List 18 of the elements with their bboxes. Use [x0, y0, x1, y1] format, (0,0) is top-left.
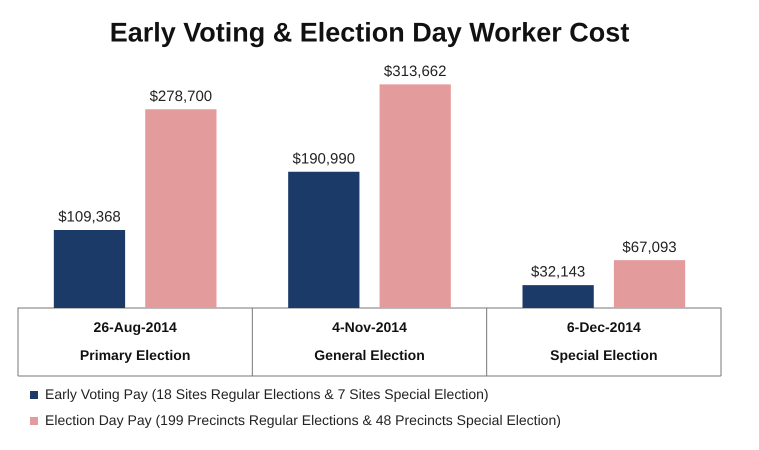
data-label: $109,368 — [58, 208, 121, 226]
bar — [614, 260, 686, 308]
bar — [54, 230, 126, 308]
x-tick-label: 4-Nov-2014 General Election — [314, 318, 425, 363]
x-tick-label: 6-Dec-2014 Special Election — [550, 318, 658, 363]
data-label: $190,990 — [292, 150, 356, 168]
bar — [288, 172, 360, 308]
x-tick-label: 26-Aug-2014 Primary Election — [80, 318, 190, 363]
chart-title: Early Voting & Election Day Worker Cost — [110, 18, 630, 48]
bar — [145, 109, 217, 308]
data-label: $278,700 — [150, 88, 212, 105]
data-label: $313,662 — [384, 62, 446, 80]
data-label: $67,093 — [622, 238, 677, 256]
legend-label: Early Voting Pay (18 Sites Regular Elections & 7 Sites Special Election) — [45, 386, 489, 402]
bar — [380, 84, 451, 308]
data-label: $32,143 — [531, 264, 586, 281]
legend-label: Election Day Pay (199 Precincts Regular Elections & 48 Precincts Special Election) — [45, 412, 561, 428]
bar — [522, 285, 594, 308]
